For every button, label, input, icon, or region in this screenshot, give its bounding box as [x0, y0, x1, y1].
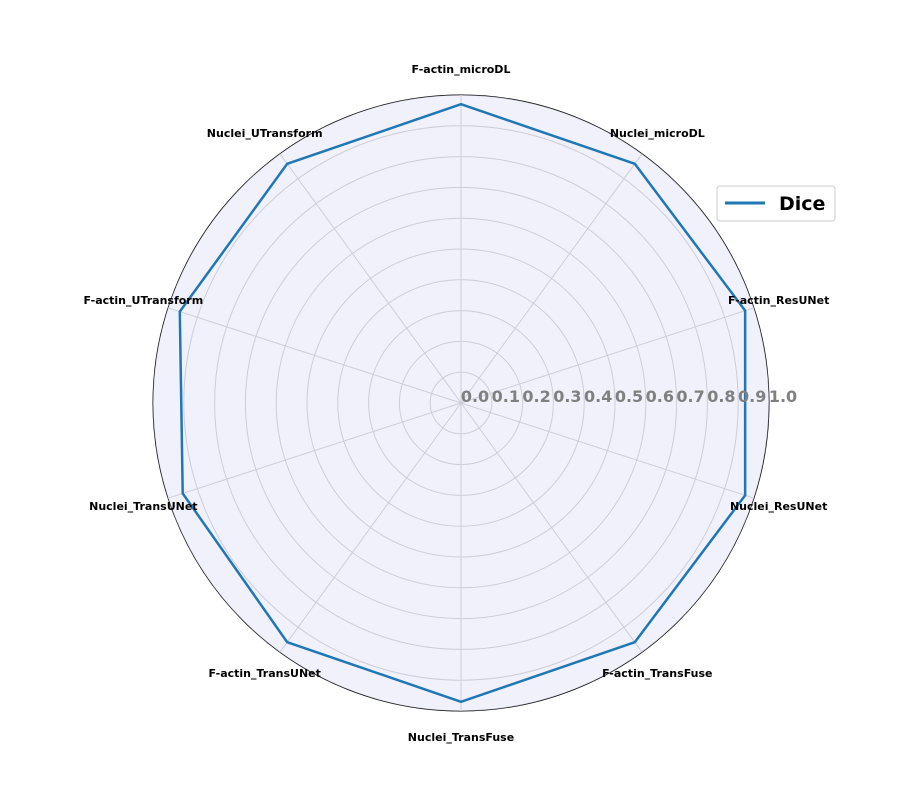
axis-label: F-actin_UTransform — [83, 294, 203, 307]
axis-label: F-actin_TransFuse — [602, 667, 712, 680]
radial-tick-label: 0.7 — [676, 387, 704, 406]
axis-label: Nuclei_TransFuse — [408, 731, 514, 744]
axis-label: Nuclei_ResUNet — [730, 500, 827, 513]
fill-layer — [153, 95, 769, 711]
legend-box — [716, 185, 836, 222]
axis-label: Nuclei_microDL — [610, 127, 705, 140]
radial-tick-label: 0.2 — [522, 387, 550, 406]
radial-tick-label: 0.4 — [584, 387, 612, 406]
axis-label: F-actin_ResUNet — [728, 294, 829, 307]
radial-tick-label: 1.0 — [769, 387, 797, 406]
axis-label: Nuclei_UTransform — [207, 127, 323, 140]
axis-label: F-actin_TransUNet — [208, 667, 320, 680]
radial-tick-label: 0.6 — [646, 387, 674, 406]
radial-tick-label: 0.5 — [615, 387, 643, 406]
radial-tick-label: 0.0 — [461, 387, 489, 406]
radial-tick-layer: 0.0 0.1 0.2 0.3 0.4 0.5 0.6 0.7 0.8 0.9 1.0 — [461, 387, 797, 406]
series-line-dice — [178, 102, 747, 704]
legend-label: Dice — [779, 193, 825, 215]
radial-tick-label: 0.9 — [738, 387, 766, 406]
axis-label: F-actin_microDL — [412, 63, 511, 76]
series-layer — [178, 102, 747, 704]
radar-fill — [153, 95, 769, 711]
radial-tick-label: 0.3 — [553, 387, 581, 406]
axis-label-layer: F-actin_microDL Nuclei_microDL F-actin_Res… — [83, 63, 829, 744]
radial-tick-label: 0.8 — [707, 387, 735, 406]
radial-tick-label: 0.1 — [492, 387, 520, 406]
legend: Dice — [716, 185, 836, 222]
axis-label: Nuclei_TransUNet — [89, 500, 197, 513]
